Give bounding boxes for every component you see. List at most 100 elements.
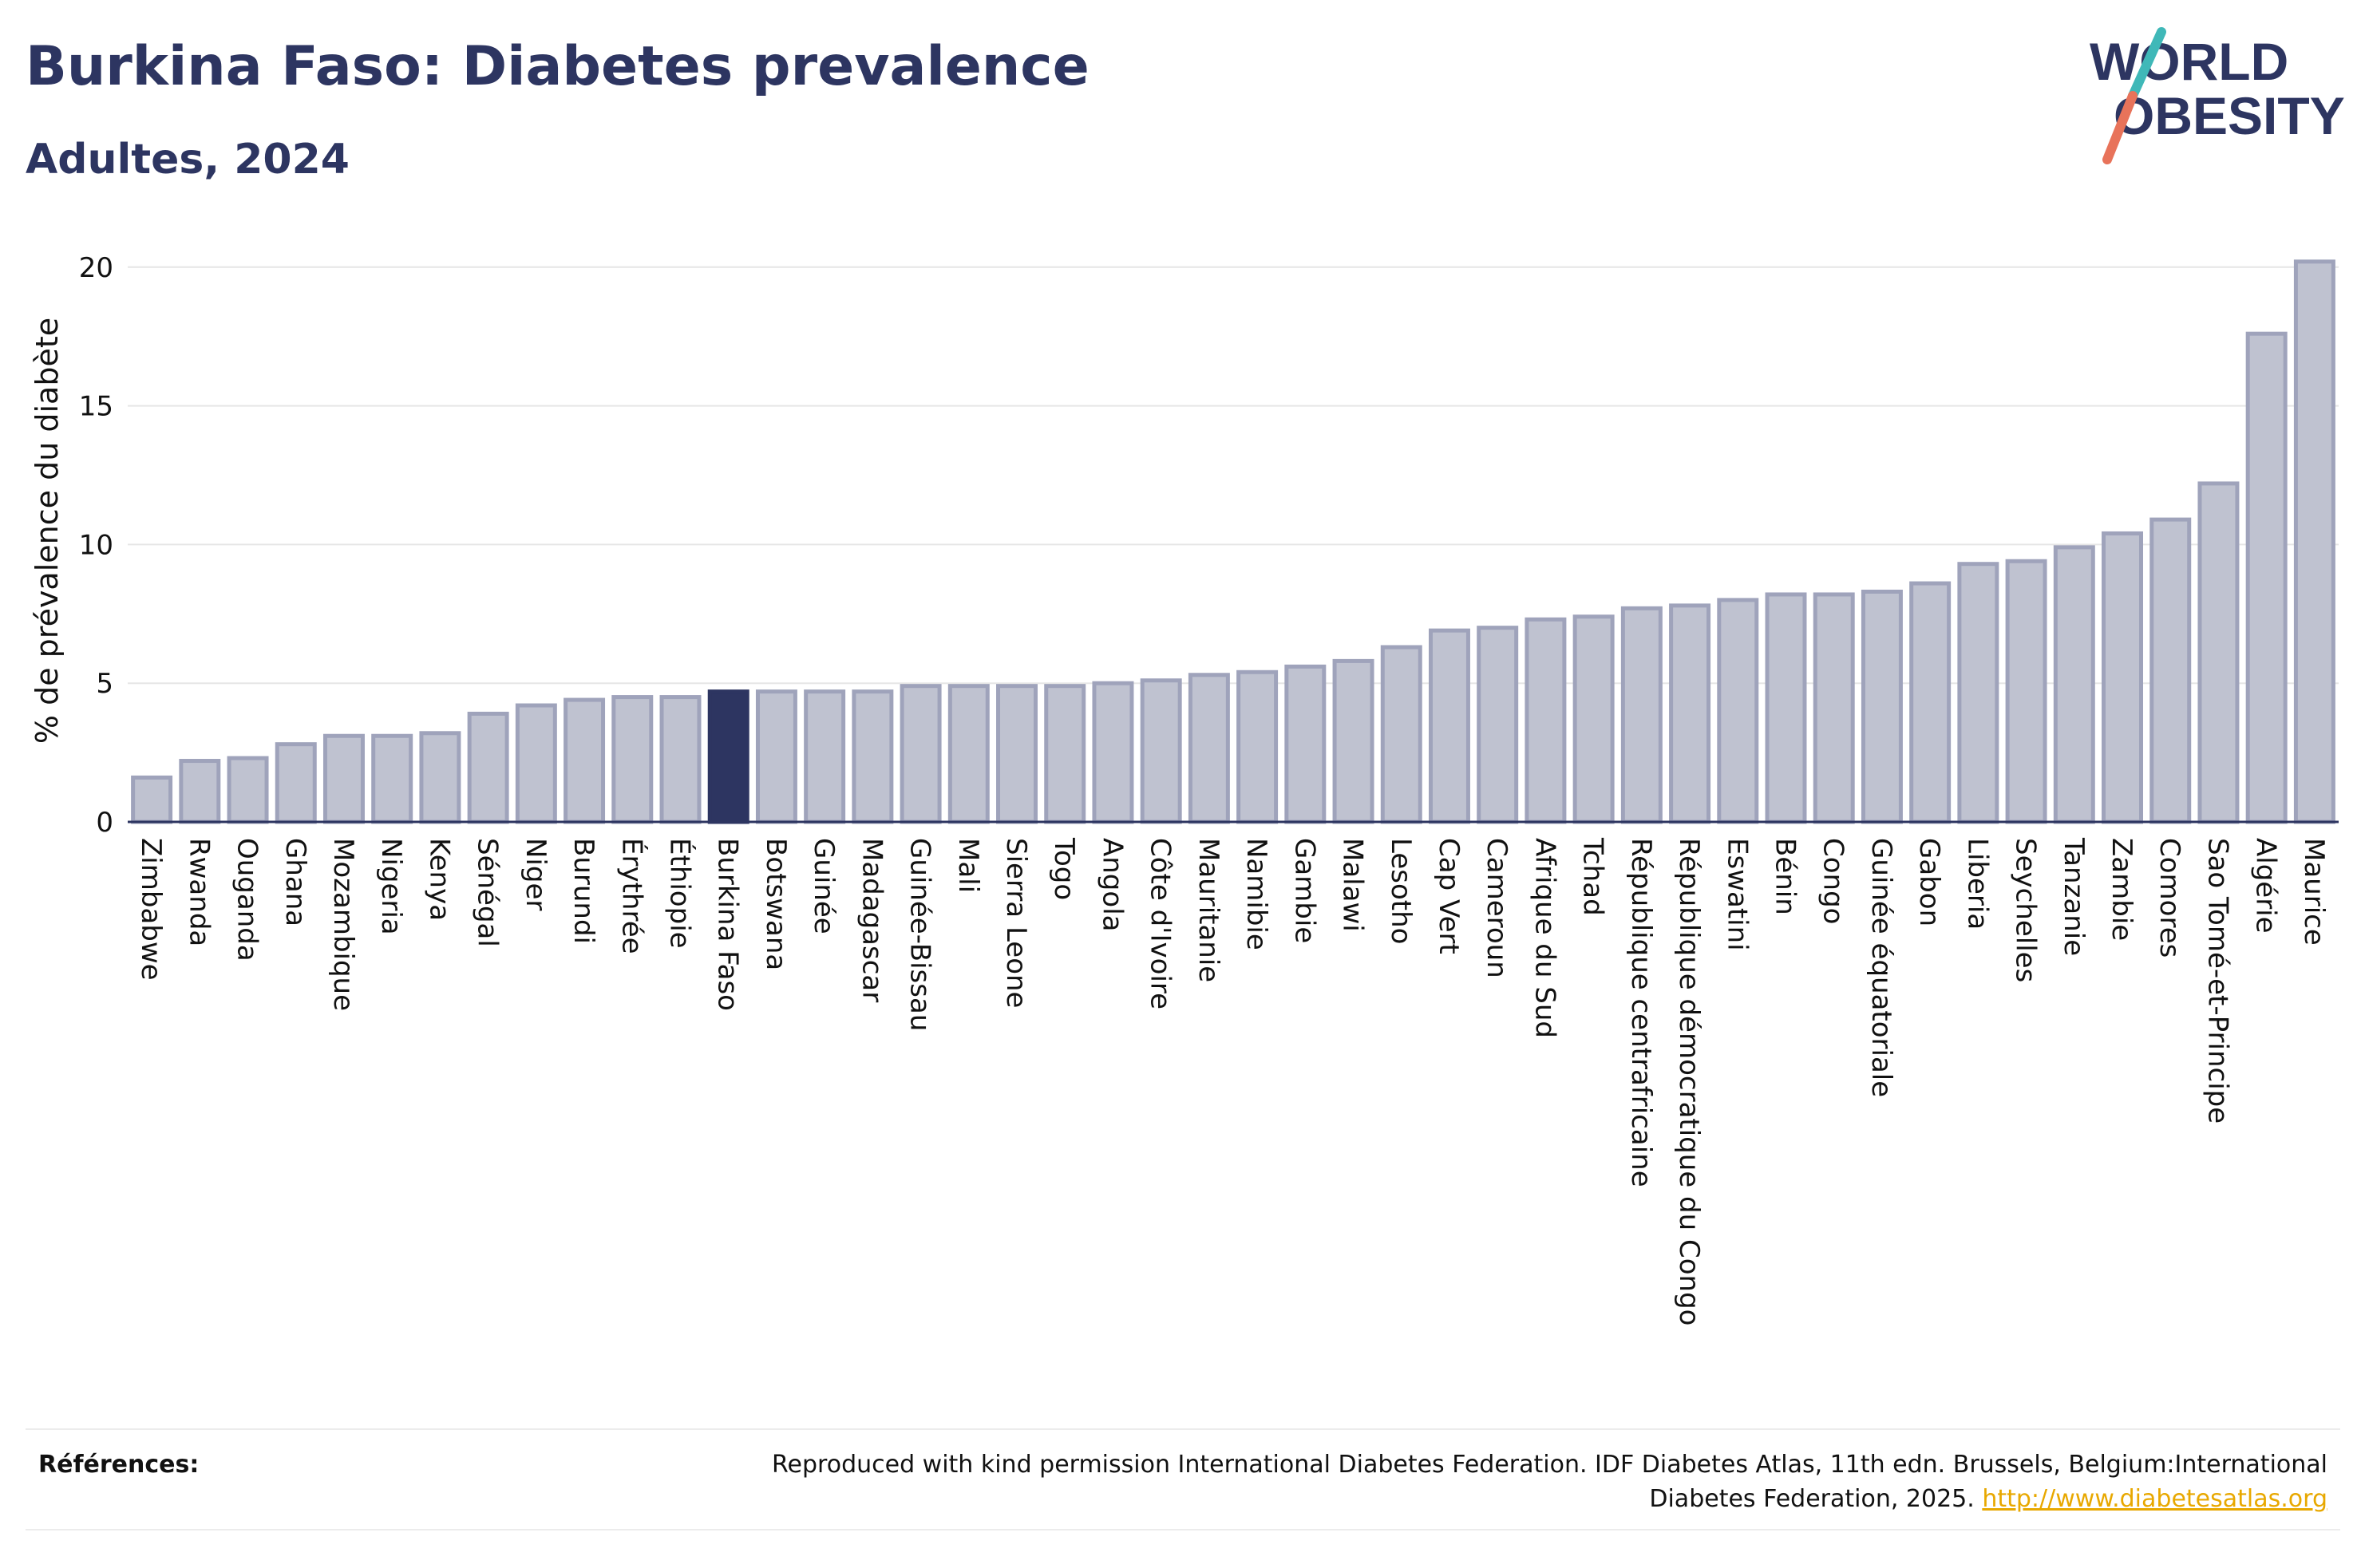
bar-chart: 0 5 10 15 20 % de prévalence du diabète Zimbab… [30, 252, 2339, 1325]
bar [179, 759, 221, 824]
y-tick-label: 15 [79, 391, 113, 423]
bar [1380, 645, 1422, 824]
x-tick-label: Malawi [1337, 838, 1369, 932]
x-tick-label: Mauritanie [1192, 838, 1224, 982]
x-tick-label: Cameroun [1481, 838, 1513, 978]
x-tick-label: Gambie [1288, 838, 1320, 943]
bar [515, 703, 557, 824]
bar [1477, 626, 1519, 824]
x-tick-label: Comores [2153, 838, 2185, 958]
x-tick-label: Burundi [568, 838, 599, 944]
x-tick-label: Afrique du Sud [1529, 838, 1560, 1038]
bar [1044, 684, 1086, 824]
x-tick-label: Lesotho [1385, 838, 1417, 944]
bar [2102, 531, 2144, 824]
x-tick-label: Rwanda [183, 838, 215, 946]
bar [659, 695, 702, 824]
x-tick-label: Ghana [279, 838, 311, 926]
bar [564, 697, 606, 824]
bar [900, 684, 942, 824]
x-tick-label: Cap Vert [1433, 838, 1465, 954]
references-text: Reproduced with kind permission Internat… [691, 1448, 2327, 1516]
x-tick-label: Liberia [1961, 838, 1993, 930]
y-tick-label: 10 [79, 529, 113, 561]
bar [2197, 481, 2240, 824]
bar [227, 756, 269, 824]
x-tick-label: Tanzanie [2058, 837, 2090, 956]
x-tick-label: Gabon [1913, 838, 1945, 926]
bar [1188, 673, 1230, 824]
x-tick-label: Maurice [2298, 838, 2330, 946]
x-tick-label: Kenya [423, 838, 455, 921]
bar [947, 684, 990, 824]
page-subtitle: Adultes, 2024 [26, 136, 350, 184]
bar [1236, 669, 1279, 824]
x-tick-label: Zimbabwe [135, 838, 167, 981]
bar [2149, 517, 2192, 824]
logo-slash-teal [2128, 27, 2166, 101]
bar [1813, 592, 1855, 824]
x-tick-label: Congo [1817, 838, 1849, 924]
bar [1957, 562, 1999, 824]
x-tick-label: Eswatini [1721, 838, 1753, 951]
bar [1140, 678, 1182, 824]
x-tick-label: Bénin [1770, 838, 1801, 915]
bar [1284, 664, 1327, 824]
x-tick-label: Algérie [2250, 838, 2282, 934]
x-tick-label: Madagascar [856, 838, 888, 1002]
world-obesity-logo: WORLD OBESITY [2090, 27, 2345, 164]
x-tick-label: Togo [1048, 837, 1080, 900]
bar [322, 733, 365, 824]
logo-line1: WORLD [2090, 32, 2288, 91]
x-tick-label: Botswana [760, 838, 792, 970]
bar [1428, 628, 1470, 824]
logo-line2: OBESITY [2114, 86, 2345, 145]
references-panel: Références: Reproduced with kind permiss… [26, 1428, 2340, 1530]
x-tick-label: Mali [952, 838, 984, 893]
bar [1765, 592, 1807, 824]
bar [2245, 331, 2288, 824]
bar-highlight [707, 689, 749, 824]
bar [419, 731, 461, 824]
bar [131, 775, 173, 824]
y-tick-label: 20 [79, 252, 113, 284]
bar [1669, 603, 1711, 824]
bar [1909, 581, 1952, 824]
bar [1620, 606, 1663, 824]
bar [2053, 545, 2095, 824]
x-tick-label: Seychelles [2010, 838, 2042, 982]
x-tick-label: Nigeria [375, 838, 407, 935]
x-tick-label: Mozambique [327, 838, 359, 1011]
x-tick-label: Burkina Faso [712, 838, 744, 1011]
x-tick-label: Zambie [2106, 838, 2138, 941]
x-tick-label: Guinée-Bissau [904, 838, 936, 1031]
bar [275, 742, 317, 824]
bar [467, 711, 509, 824]
page-title: Burkina Faso: Diabetes prevalence [26, 35, 1090, 98]
y-tick-label: 0 [96, 807, 113, 839]
bar [2293, 259, 2335, 824]
references-link[interactable]: http://www.diabetesatlas.org [1982, 1485, 2327, 1513]
bar [804, 689, 846, 824]
y-axis-label: % de prévalence du diabète [30, 318, 65, 744]
x-tick-label: Guinée équatoriale [1865, 838, 1897, 1097]
references-citation: Reproduced with kind permission Internat… [772, 1451, 2327, 1513]
logo-slash-red [2102, 91, 2138, 164]
x-tick-label: Érythrée [615, 838, 648, 954]
x-tick-label: Côte d'Ivoire [1145, 838, 1177, 1009]
x-tick-label: Guinée [808, 838, 840, 934]
bar [2005, 559, 2047, 824]
bar [1861, 589, 1903, 824]
x-tick-label: Ouganda [231, 838, 263, 962]
x-tick-label: Sénégal [472, 838, 504, 947]
x-tick-label: Éthiopie [664, 838, 697, 949]
x-tick-label: Sierra Leone [1000, 838, 1032, 1008]
x-tick-label: République démocratique du Congo [1673, 838, 1705, 1325]
bar [1572, 614, 1615, 824]
x-tick-label: Angola [1096, 838, 1128, 931]
bar [1525, 617, 1567, 824]
bar [852, 689, 894, 824]
y-tick-label: 5 [96, 668, 113, 700]
bar [1332, 658, 1374, 824]
bar [611, 695, 654, 824]
